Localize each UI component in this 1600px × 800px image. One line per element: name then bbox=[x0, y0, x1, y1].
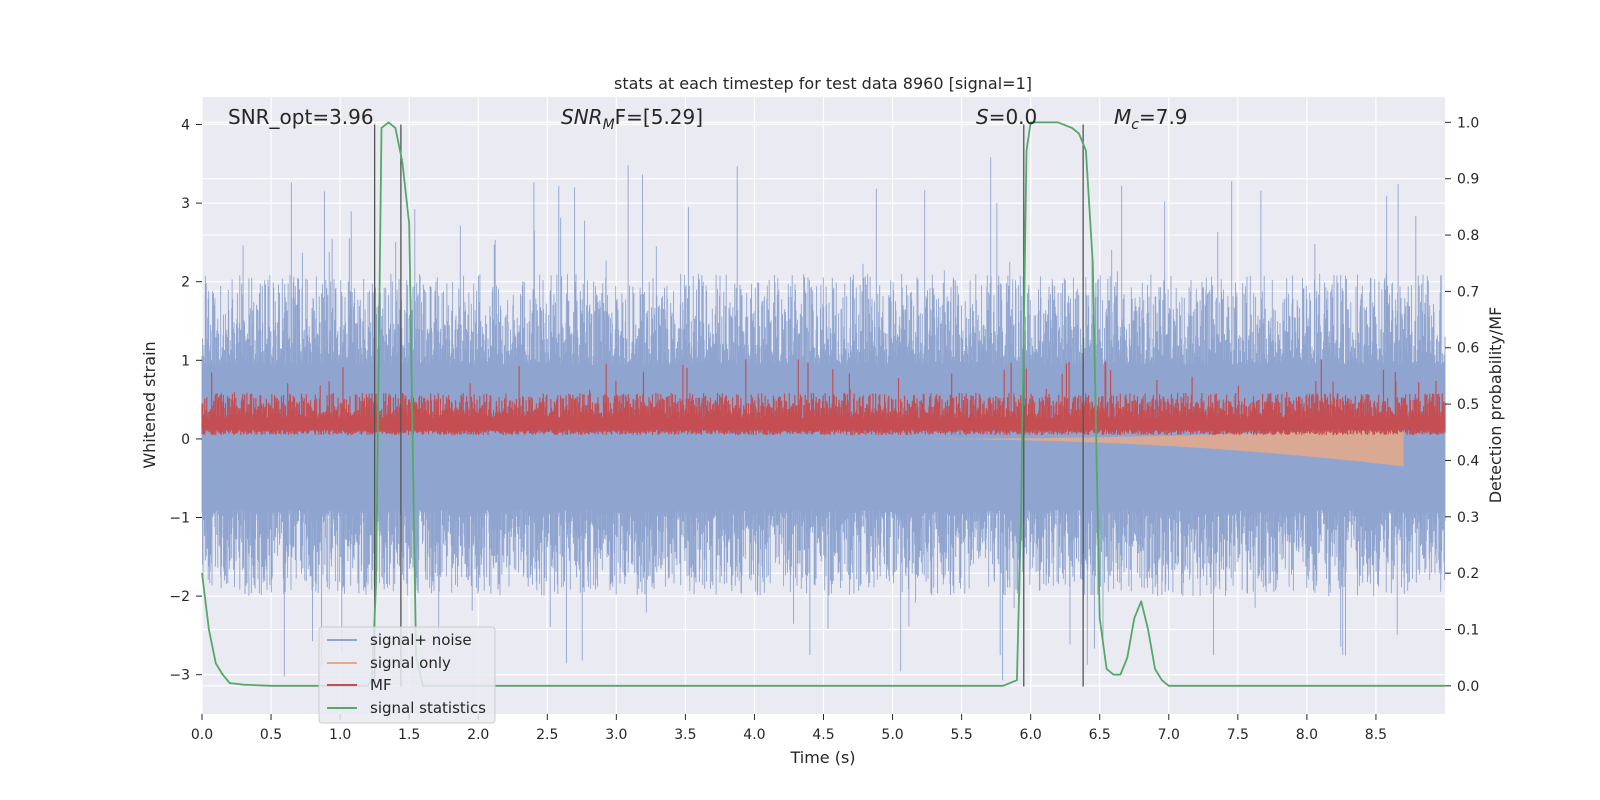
x-tick-label: 4.0 bbox=[743, 727, 765, 743]
y-tick-label-left: 4 bbox=[181, 118, 190, 134]
annotation-snr-opt: SNR_opt=3.96 bbox=[228, 105, 374, 129]
y-tick-label-right: 0.2 bbox=[1457, 566, 1479, 582]
annotation-mc-main: M bbox=[1114, 105, 1131, 129]
x-tick-label: 6.0 bbox=[1020, 727, 1042, 743]
x-tick-label: 1.0 bbox=[329, 727, 351, 743]
y-tick-label-right: 0.6 bbox=[1457, 341, 1479, 357]
annotation-s: S=0.0 bbox=[976, 105, 1037, 129]
y-tick-label-left: −2 bbox=[169, 589, 190, 605]
x-tick-label: 2.5 bbox=[536, 727, 558, 743]
x-tick-label: 3.5 bbox=[674, 727, 696, 743]
x-tick-label: 7.0 bbox=[1158, 727, 1180, 743]
series-mf bbox=[201, 359, 1446, 436]
y-tick-label-left: 0 bbox=[181, 432, 190, 448]
axes-layer: 0.0 0.5 1.0 1.5 2.0 2.5 3.0 3.5 4.0 4.5 5.0 5.5 6.0 6… bbox=[169, 115, 1479, 743]
x-tick-label: 3.0 bbox=[605, 727, 627, 743]
legend: signal+ noise signal only MF signal stat… bbox=[318, 626, 496, 724]
x-tick-label: 5.0 bbox=[881, 727, 903, 743]
x-tick-label: 0.0 bbox=[191, 727, 213, 743]
annotation-mc-sub: c bbox=[1131, 117, 1139, 133]
y-tick-label-left: 3 bbox=[181, 196, 190, 212]
x-tick-label: 2.0 bbox=[467, 727, 489, 743]
x-tick-label: 1.5 bbox=[398, 727, 420, 743]
legend-label-mf: MF bbox=[370, 676, 392, 694]
x-tick-label: 8.0 bbox=[1296, 727, 1318, 743]
series-signal-only bbox=[892, 426, 1404, 467]
y-tick-label-right: 0.5 bbox=[1457, 397, 1479, 413]
y-axis-label-left: Whitened strain bbox=[140, 341, 159, 468]
legend-box bbox=[318, 626, 496, 724]
y-tick-label-right: 0.1 bbox=[1457, 622, 1479, 638]
x-axis-label: Time (s) bbox=[789, 748, 855, 767]
annotation-snr-mf-sub: M bbox=[603, 117, 615, 133]
chart-title: stats at each timestep for test data 896… bbox=[614, 74, 1032, 93]
x-tick-label: 6.5 bbox=[1089, 727, 1111, 743]
x-tick-label: 8.5 bbox=[1365, 727, 1387, 743]
annotation-snr-mf: SNRMF=[5.29] bbox=[561, 105, 703, 133]
annotation-mc-tail: =7.9 bbox=[1139, 105, 1188, 129]
annotation-s-main: S bbox=[976, 105, 989, 129]
y-tick-label-right: 0.7 bbox=[1457, 284, 1479, 300]
x-tick-label: 7.5 bbox=[1227, 727, 1249, 743]
annotation-mc: Mc=7.9 bbox=[1114, 105, 1188, 133]
y-tick-label-left: −3 bbox=[169, 668, 190, 684]
y-tick-label-left: 1 bbox=[181, 353, 190, 369]
y-tick-label-right: 0.8 bbox=[1457, 228, 1479, 244]
x-tick-label: 0.5 bbox=[260, 727, 282, 743]
annotation-snr-mf-tail: F=[5.29] bbox=[615, 105, 703, 129]
y-tick-label-right: 0.3 bbox=[1457, 510, 1479, 526]
y-tick-label-right: 0.9 bbox=[1457, 172, 1479, 188]
y-tick-label-right: 0.4 bbox=[1457, 453, 1479, 469]
y-tick-label-left: 2 bbox=[181, 275, 190, 291]
legend-label-signal-noise: signal+ noise bbox=[370, 631, 472, 649]
x-tick-label: 5.5 bbox=[950, 727, 972, 743]
y-axis-label-right: Detection probability/MF bbox=[1486, 307, 1505, 504]
annotation-snr-mf-main: SNR bbox=[561, 105, 603, 129]
legend-label-signal-only: signal only bbox=[370, 654, 451, 672]
annotation-s-tail: =0.0 bbox=[989, 105, 1038, 129]
y-tick-label-right: 1.0 bbox=[1457, 115, 1479, 131]
y-tick-label-left: −1 bbox=[169, 511, 190, 527]
legend-label-signal-statistics: signal statistics bbox=[370, 699, 486, 717]
x-tick-label: 4.5 bbox=[812, 727, 834, 743]
y-tick-label-right: 0.0 bbox=[1457, 679, 1479, 695]
